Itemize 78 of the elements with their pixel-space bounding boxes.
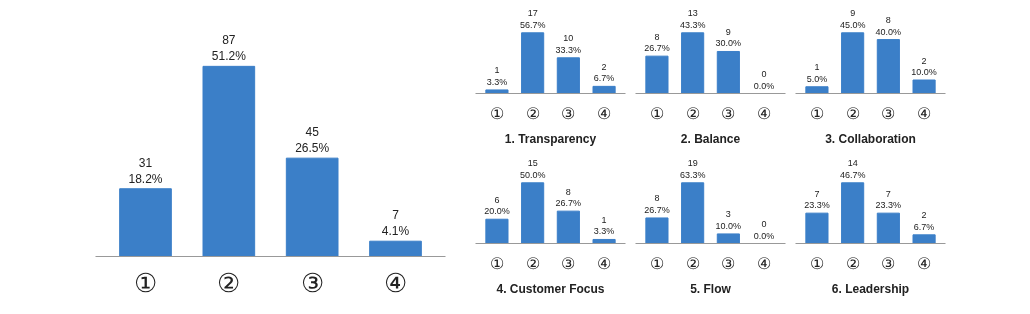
- data-label: 9 30.0%: [715, 26, 742, 49]
- bar: [485, 89, 509, 94]
- data-label: 8 26.7%: [555, 186, 582, 209]
- bar: [485, 218, 509, 244]
- x-tick-label: ③: [881, 104, 896, 122]
- bar: [285, 157, 339, 257]
- x-tick-label: ②: [845, 104, 860, 122]
- data-label: 7 23.3%: [804, 188, 830, 211]
- data-label: 0 0.0%: [753, 69, 775, 91]
- bar: [202, 65, 256, 257]
- data-label: 2 6.7%: [913, 210, 935, 232]
- x-tick-label: ④: [384, 267, 407, 298]
- data-label: 13 43.3%: [679, 8, 706, 30]
- bar: [805, 86, 829, 94]
- data-label: 31 18.2%: [128, 155, 163, 186]
- x-tick-label: ③: [881, 254, 896, 272]
- data-label: 7 4.1%: [381, 208, 410, 239]
- x-tick-label: ①: [649, 104, 664, 122]
- data-label: 45 26.5%: [295, 125, 330, 156]
- x-tick-label: ②: [525, 104, 540, 122]
- data-label: 15 50.0%: [519, 158, 546, 180]
- bar: [521, 182, 545, 244]
- data-label: 2 10.0%: [911, 55, 937, 78]
- x-tick-label: ④: [757, 104, 772, 122]
- x-tick-label: ②: [845, 254, 860, 272]
- x-tick-label: ②: [685, 254, 700, 272]
- x-tick-label: ②: [217, 267, 241, 298]
- x-tick-label: ③: [561, 254, 576, 272]
- data-label: 14 46.7%: [839, 158, 866, 180]
- bar: [556, 57, 580, 94]
- bar: [912, 79, 936, 94]
- data-label: 1 3.3%: [486, 65, 508, 87]
- x-tick-label: ①: [489, 254, 504, 272]
- bar: [521, 32, 545, 94]
- x-tick-label: ④: [917, 254, 932, 272]
- bar: [119, 188, 172, 257]
- x-tick-label: ④: [597, 254, 612, 272]
- x-tick-label: ③: [721, 254, 736, 272]
- data-label: 19 63.3%: [679, 158, 706, 180]
- x-tick-label: ④: [597, 104, 612, 122]
- data-label: 87 51.2%: [211, 33, 247, 64]
- text: 2. Balance: [680, 131, 741, 146]
- data-label: 17 56.7%: [519, 8, 546, 30]
- data-label: 3 10.0%: [715, 209, 742, 231]
- bar: [841, 32, 865, 94]
- data-label: 9 45.0%: [839, 8, 866, 30]
- text: 1. Transparency: [504, 131, 597, 146]
- data-label: 0 0.0%: [753, 219, 775, 241]
- text: 4. Customer Focus: [496, 281, 605, 296]
- x-tick-label: ①: [649, 254, 664, 272]
- data-label: 7 23.3%: [875, 188, 902, 211]
- x-tick-label: ③: [300, 267, 324, 298]
- x-tick-label: ①: [809, 104, 824, 122]
- data-label: 8 26.7%: [644, 193, 670, 215]
- data-label: 1 5.0%: [806, 62, 828, 84]
- text: 5. Flow: [690, 281, 732, 296]
- x-tick-label: ①: [809, 254, 824, 272]
- data-label: 2 6.7%: [593, 61, 615, 84]
- x-tick-label: ④: [917, 104, 932, 122]
- x-tick-label: ③: [561, 104, 576, 122]
- data-label: 8 40.0%: [875, 15, 902, 37]
- x-tick-label: ④: [757, 254, 772, 272]
- x-tick-label: ①: [489, 104, 504, 122]
- data-label: 6 20.0%: [484, 194, 510, 217]
- x-tick-label: ③: [721, 104, 736, 122]
- bar: [556, 210, 580, 244]
- bar: [592, 238, 616, 244]
- x-tick-label: ②: [525, 254, 540, 272]
- x-tick-label: ①: [134, 267, 157, 298]
- bar: [592, 85, 616, 94]
- text: 6. Leadership: [831, 281, 910, 296]
- data-label: 8 26.7%: [644, 31, 670, 54]
- text: 3. Collaboration: [825, 131, 916, 146]
- bar: [876, 39, 900, 94]
- x-tick-label: ②: [685, 104, 700, 122]
- bar: [369, 240, 422, 257]
- data-label: 10 33.3%: [555, 33, 582, 55]
- data-label: 1 3.3%: [593, 214, 615, 237]
